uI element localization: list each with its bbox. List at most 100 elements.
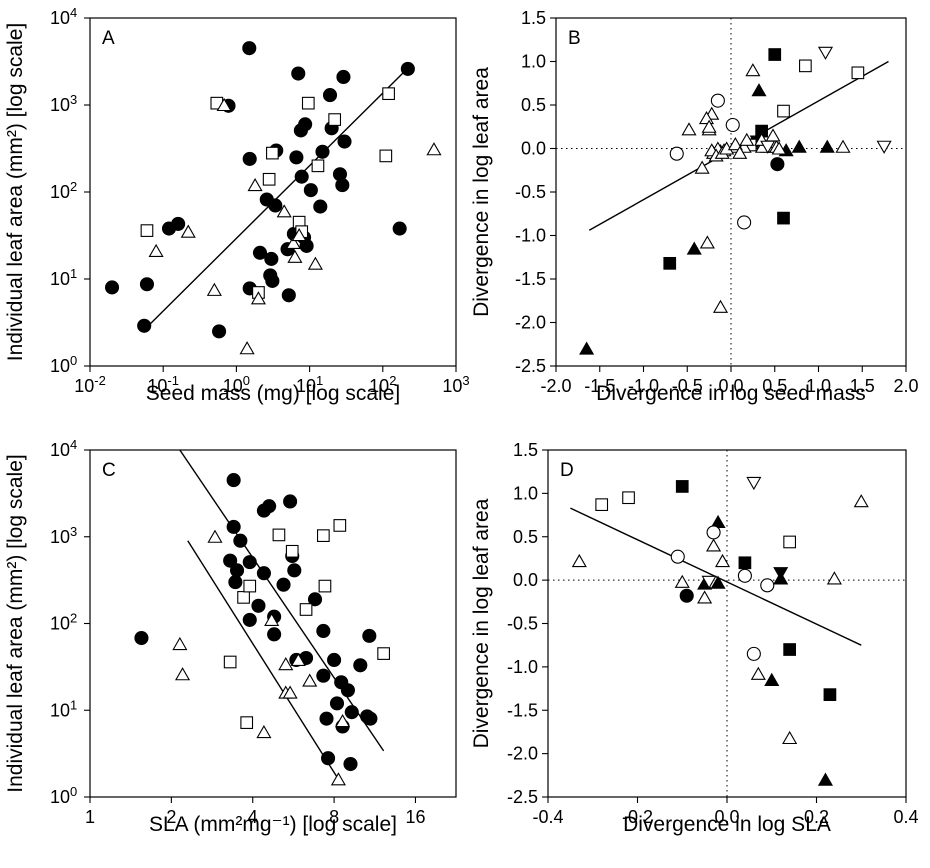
y-tick-label: 100 [50, 784, 77, 807]
data-point-filled-circle [262, 499, 277, 514]
y-axis-label: Individual leaf area (mm²) [log scale] [4, 23, 27, 361]
data-point-open-square [318, 579, 332, 593]
data-point-open-circle [737, 568, 752, 583]
data-point-open-square [595, 498, 609, 512]
data-point-open-square [299, 603, 313, 616]
x-tick-label: -1.0 [628, 376, 659, 396]
data-point-open-triangle [247, 178, 263, 192]
y-tick-label: -1.5 [507, 700, 538, 720]
y-tick-label: 102 [50, 179, 77, 202]
data-point-open-square [333, 519, 347, 532]
data-point-open-square [316, 529, 330, 542]
y-tick-label: 0.5 [513, 527, 538, 547]
data-point-open-triangle [175, 667, 191, 681]
data-point-open-circle [746, 646, 761, 661]
data-point-open-triangle [239, 341, 255, 355]
data-point-open-circle [710, 93, 725, 108]
y-tick-label: 1.0 [513, 483, 538, 503]
data-point-open-circle [669, 146, 684, 161]
data-point-filled-circle [137, 318, 152, 333]
data-point-open-square [266, 146, 279, 160]
data-point-filled-triangle [819, 139, 835, 153]
data-point-filled-circle [299, 238, 314, 253]
data-point-open-triangle [782, 730, 798, 745]
x-tick-label: 0.4 [893, 807, 918, 827]
data-point-open-square [237, 591, 250, 604]
x-tick-label: 0.0 [718, 376, 743, 396]
data-point-open-triangle [699, 235, 715, 249]
data-point-open-triangle [426, 142, 442, 156]
data-point-filled-square [783, 643, 796, 656]
data-point-filled-circle [283, 494, 298, 509]
data-point-filled-circle [134, 630, 149, 646]
data-point-open-triangle [285, 235, 301, 249]
data-point-open-circle [706, 525, 721, 540]
y-axis-label: Divergence in log leaf area [470, 498, 493, 748]
data-point-open-triangle [172, 636, 188, 651]
y-tick-label: 102 [50, 611, 77, 634]
data-point-filled-circle [233, 533, 248, 548]
data-point-filled-square [768, 48, 782, 61]
data-point-open-triangle [287, 249, 303, 263]
data-point-open-circle [737, 215, 752, 230]
data-point-filled-circle [230, 563, 245, 578]
data-point-filled-circle [251, 598, 266, 613]
data-point-filled-square [823, 688, 837, 701]
y-tick-label: -2.0 [515, 313, 546, 333]
x-tick-label: 16 [405, 807, 425, 827]
data-point-open-down-triangle [876, 140, 892, 154]
data-point-open-square [311, 159, 325, 173]
x-tick-label: 1.5 [850, 376, 875, 396]
data-point-open-down-triangle [701, 575, 717, 589]
data-point-open-triangle [256, 724, 272, 739]
data-point-open-square [301, 96, 315, 110]
data-point-filled-triangle [710, 575, 726, 589]
y-tick-label: -0.5 [515, 182, 546, 202]
x-tick-label: -2.0 [540, 376, 571, 396]
x-tick-label: 2 [166, 807, 176, 827]
data-point-filled-down-triangle [773, 567, 789, 581]
data-point-open-triangle [302, 673, 318, 687]
data-point-open-square [377, 647, 390, 660]
data-point-filled-square [663, 256, 677, 270]
data-point-open-triangle [681, 122, 697, 136]
data-point-open-triangle [216, 97, 232, 112]
data-point-filled-circle [242, 151, 257, 166]
data-point-filled-circle [252, 245, 268, 260]
data-point-open-square [799, 59, 812, 73]
y-tick-label: -1.0 [507, 657, 538, 677]
data-point-filled-square [777, 211, 790, 225]
y-tick-label: 101 [50, 266, 77, 289]
panel-letter: A [102, 28, 115, 49]
data-point-open-triangle [727, 137, 743, 151]
data-point-filled-triangle [764, 672, 780, 686]
chart-panel-b: -2.0 -1.5 -1.0 -0.5 0.0 0.5 1.0 1.5 2.0-2.5-2.0-… [470, 8, 919, 405]
y-tick-label: 0.0 [521, 139, 546, 159]
data-point-filled-circle [242, 555, 257, 570]
data-point-open-square [272, 528, 286, 542]
data-point-open-triangle [714, 553, 731, 568]
y-tick-label: 100 [50, 353, 77, 376]
data-point-filled-circle [363, 711, 378, 726]
x-tick-label: -0.4 [532, 807, 563, 827]
y-tick-label: 1.5 [513, 440, 538, 460]
data-point-filled-triangle [686, 241, 702, 255]
data-point-open-circle [725, 117, 740, 133]
data-point-filled-circle [226, 519, 241, 534]
panel-letter: D [560, 460, 574, 481]
data-point-open-square [328, 113, 342, 126]
data-point-filled-circle [104, 280, 120, 295]
y-tick-label: 0.0 [513, 570, 538, 590]
chart-panel-a: 10-2 10-1 100 101 102 103100101102103104Seed … [4, 5, 470, 405]
data-point-open-square [622, 491, 635, 505]
y-tick-label: 103 [50, 92, 77, 115]
data-point-filled-circle [171, 216, 186, 231]
x-tick-label: 103 [442, 373, 469, 396]
data-point-filled-circle [228, 575, 243, 590]
x-tick-label: 10-2 [74, 373, 106, 396]
data-point-open-triangle [853, 494, 869, 508]
data-point-open-square [262, 172, 276, 186]
data-point-open-triangle [330, 772, 346, 786]
data-point-open-circle [760, 578, 775, 593]
data-point-open-down-triangle [746, 476, 762, 491]
